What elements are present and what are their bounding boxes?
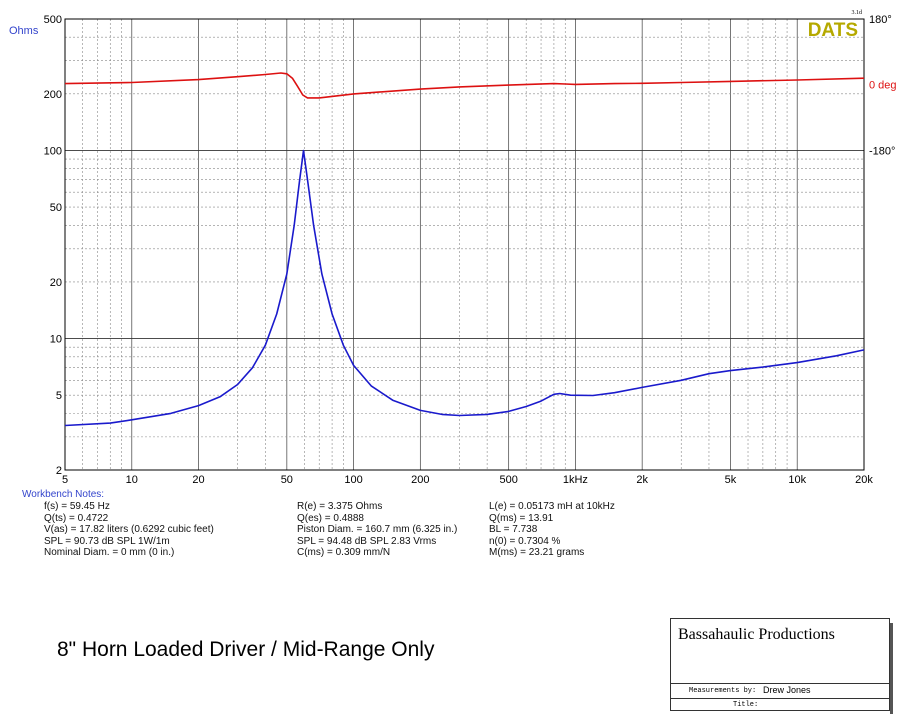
y-tick-label: 200 bbox=[44, 89, 62, 101]
x-tick-label: 20 bbox=[192, 474, 204, 486]
note-vas: V(as) = 17.82 liters (0.6292 cubic feet) bbox=[44, 524, 214, 535]
title-label: Title: bbox=[733, 701, 759, 709]
x-tick-label: 5 bbox=[62, 474, 68, 486]
note-bl: BL = 7.738 bbox=[489, 524, 538, 535]
phase-tick-label: -180° bbox=[869, 145, 895, 157]
plot-frame bbox=[64, 18, 865, 471]
note-spl-1w: SPL = 90.73 dB SPL 1W/1m bbox=[44, 535, 170, 547]
x-tick-label: 5k bbox=[725, 474, 737, 486]
dats-badge: DATS bbox=[808, 20, 858, 41]
x-tick-label: 1kHz bbox=[563, 474, 588, 486]
title-block-shadow bbox=[890, 623, 893, 714]
phase-tick-label: 180° bbox=[869, 14, 892, 26]
note-n0: n(0) = 0.7304 % bbox=[489, 535, 561, 547]
measurements-by-label: Measurements by: bbox=[689, 687, 757, 695]
notes-column-3: L(e) = 0.05173 mH at 10kHz Q(ms) = 13.91… bbox=[489, 501, 615, 559]
x-tick-label: 10k bbox=[788, 474, 806, 486]
x-tick-label: 50 bbox=[281, 474, 293, 486]
y-tick-label: 100 bbox=[44, 145, 62, 157]
title-block-divider-1 bbox=[671, 683, 889, 684]
page-caption: 8" Horn Loaded Driver / Mid-Range Only bbox=[57, 638, 435, 661]
title-block: Bassahaulic Productions Measurements by:… bbox=[670, 618, 893, 714]
note-cms: C(ms) = 0.309 mm/N bbox=[297, 547, 391, 558]
impedance-curve bbox=[64, 149, 865, 427]
y-tick-label: 5 bbox=[56, 390, 62, 402]
impedance-phase-chart: 5 10 20 50 100 200 500 1kHz 2k 5k 10k 20k 500 200 100 5… bbox=[9, 10, 897, 486]
x-tick-label: 10 bbox=[126, 474, 138, 486]
y-tick-label: 500 bbox=[44, 14, 62, 26]
note-qts: Q(ts) = 0.4722 bbox=[44, 512, 109, 524]
note-fs: f(s) = 59.45 Hz bbox=[44, 501, 110, 512]
version-tag: 3.1d bbox=[852, 10, 863, 16]
notes-heading: Workbench Notes: bbox=[22, 489, 105, 500]
y-tick-label: 10 bbox=[50, 334, 62, 346]
note-re: R(e) = 3.375 Ohms bbox=[297, 501, 383, 512]
title-block-divider-2 bbox=[671, 698, 889, 699]
x-tick-label: 100 bbox=[344, 474, 362, 486]
x-tick-label: 500 bbox=[499, 474, 517, 486]
note-le: L(e) = 0.05173 mH at 10kHz bbox=[489, 501, 615, 512]
note-qes: Q(es) = 0.4888 bbox=[297, 512, 364, 524]
notes-column-2: R(e) = 3.375 Ohms Q(es) = 0.4888 Piston … bbox=[297, 501, 457, 559]
y-tick-label: 20 bbox=[50, 277, 62, 289]
x-tick-label: 2k bbox=[636, 474, 648, 486]
y-tick-label: 2 bbox=[56, 465, 62, 477]
chart-series bbox=[64, 72, 865, 427]
y-tick-label: 50 bbox=[50, 202, 62, 214]
note-mms: M(ms) = 23.21 grams bbox=[489, 547, 585, 558]
x-tick-label: 20k bbox=[855, 474, 873, 486]
phase-curve bbox=[64, 72, 865, 99]
phase-tick-label: 0 deg bbox=[869, 80, 897, 92]
x-tick-label: 200 bbox=[411, 474, 429, 486]
chart-grid bbox=[64, 18, 865, 471]
left-axis-unit: Ohms bbox=[9, 25, 39, 37]
note-nominal-diam: Nominal Diam. = 0 mm (0 in.) bbox=[44, 547, 175, 558]
company-name: Bassahaulic Productions bbox=[678, 626, 835, 643]
measurements-by-value: Drew Jones bbox=[763, 685, 811, 695]
note-qms: Q(ms) = 13.91 bbox=[489, 512, 554, 524]
chart-labels: 5 10 20 50 100 200 500 1kHz 2k 5k 10k 20k 500 200 100 5… bbox=[44, 14, 897, 486]
notes-column-1: f(s) = 59.45 Hz Q(ts) = 0.4722 V(as) = 1… bbox=[44, 501, 214, 559]
note-piston-diam: Piston Diam. = 160.7 mm (6.325 in.) bbox=[297, 524, 458, 535]
note-spl-vrms: SPL = 94.48 dB SPL 2.83 Vrms bbox=[297, 535, 437, 547]
